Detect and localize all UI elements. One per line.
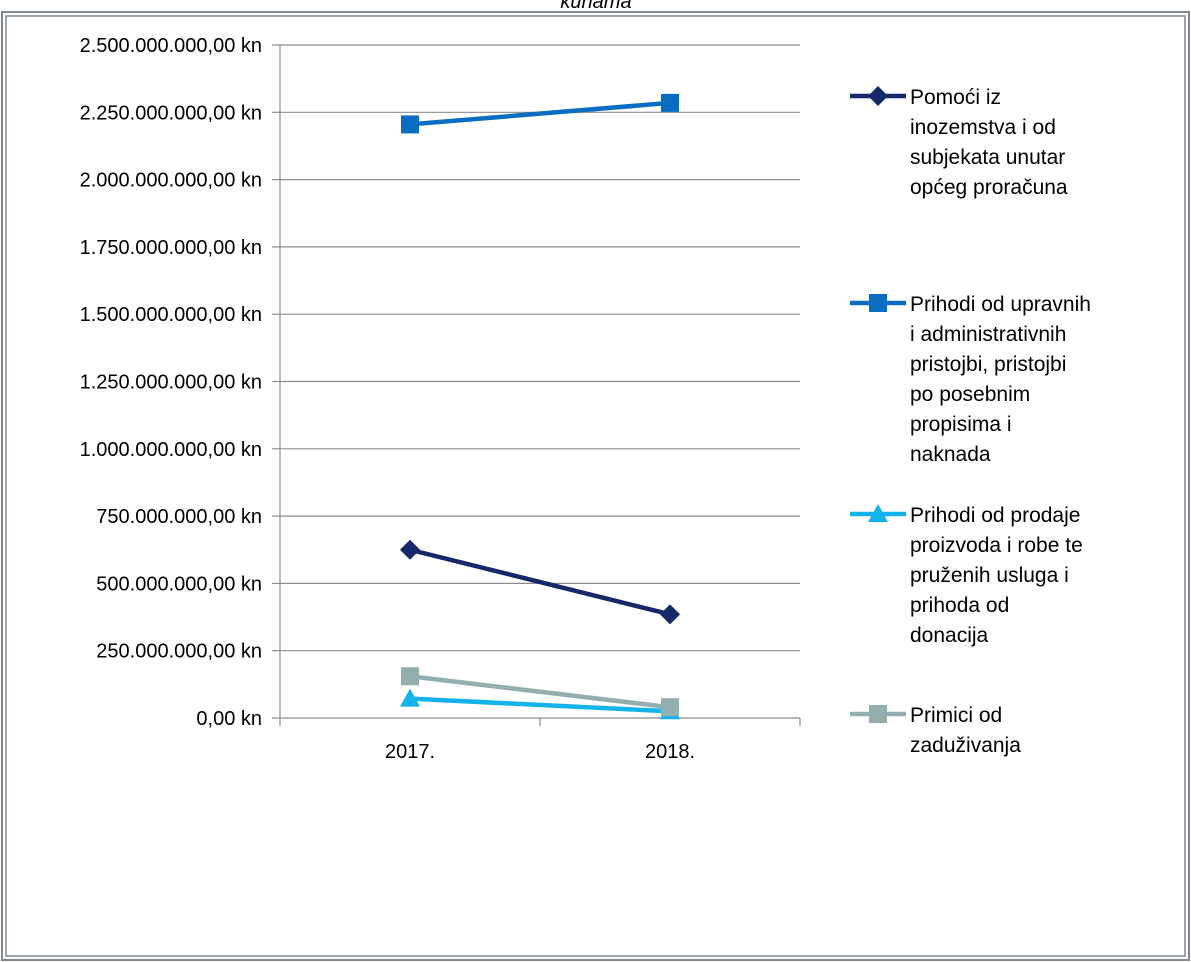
series-1	[400, 539, 680, 625]
series-group	[400, 93, 680, 720]
legend-swatch-marker	[869, 294, 887, 312]
x-axis-tick-labels: 2017. 2018.	[385, 741, 695, 763]
y-tick-label: 250.000.000,00 kn	[96, 641, 262, 663]
legend-entry-3: Prihodi od prodaje proizvoda i robe te pru…	[850, 504, 1083, 647]
y-tick-label: 1.250.000.000,00 kn	[80, 372, 262, 394]
axes	[272, 44, 801, 726]
x-tick-label: 2018.	[645, 741, 695, 763]
legend-label: Pomoći iz	[910, 86, 1001, 109]
legend-entry-1: Pomoći iz inozemstva i od subjekata unutar…	[850, 86, 1068, 199]
legend-label: Prihodi od prodaje	[910, 504, 1080, 527]
legend-label: subjekata unutar	[910, 146, 1065, 169]
y-tick-label: 2.500.000.000,00 kn	[80, 35, 262, 57]
legend-label: propisima i	[910, 413, 1012, 436]
legend-label: Prihodi od upravnih	[910, 293, 1091, 316]
y-tick-label: 2.250.000.000,00 kn	[80, 102, 262, 124]
legend-label: Primici od	[910, 704, 1002, 727]
data-point	[661, 698, 679, 717]
series-line	[409, 547, 671, 617]
series-4	[401, 667, 679, 717]
data-point	[401, 667, 419, 686]
chart-title: kunama	[560, 0, 631, 13]
legend-label: pruženih usluga i	[910, 564, 1069, 587]
legend-label: prihoda od	[910, 594, 1009, 617]
legend-swatch-marker	[869, 705, 887, 723]
x-tick-label: 2017.	[385, 741, 435, 763]
data-point	[661, 93, 679, 112]
y-tick-label: 1.750.000.000,00 kn	[80, 237, 262, 259]
y-tick-label: 750.000.000,00 kn	[96, 506, 262, 528]
legend: Pomoći iz inozemstva i od subjekata unutar…	[850, 86, 1091, 757]
legend-label: pristojbi, pristojbi	[910, 353, 1066, 376]
legend-label: donacija	[910, 624, 989, 647]
y-axis-tick-labels: 0,00 kn 250.000.000,00 kn 500.000.000,00 k…	[80, 35, 262, 730]
gridlines	[280, 44, 800, 652]
legend-label: zaduživanja	[910, 734, 1021, 757]
series-line	[409, 674, 671, 710]
legend-label: proizvoda i robe te	[910, 534, 1083, 557]
series-line	[409, 696, 671, 714]
data-point	[660, 604, 680, 625]
legend-label: i administrativnih	[910, 323, 1066, 346]
data-point	[400, 539, 420, 560]
legend-swatch-marker	[868, 504, 888, 522]
y-tick-label: 1.500.000.000,00 kn	[80, 304, 262, 326]
y-tick-label: 0,00 kn	[196, 708, 262, 730]
legend-entry-4: Primici od zaduživanja	[850, 704, 1021, 757]
series-line	[409, 100, 671, 127]
legend-entry-2: Prihodi od upravnih i administrativnih pri…	[850, 293, 1091, 466]
legend-label: inozemstva i od	[910, 116, 1056, 139]
y-tick-label: 1.000.000.000,00 kn	[80, 439, 262, 461]
legend-label: naknada	[910, 443, 991, 466]
chart-border-outer	[1, 11, 1190, 961]
legend-swatch-marker	[868, 86, 888, 106]
chart-border-inner	[5, 15, 1186, 957]
data-point	[400, 688, 420, 707]
y-tick-label: 500.000.000,00 kn	[96, 573, 262, 595]
legend-label: po posebnim	[910, 383, 1030, 406]
data-point	[401, 115, 419, 134]
series-2	[401, 93, 679, 134]
legend-label: općeg proračuna	[910, 176, 1068, 199]
y-tick-label: 2.000.000.000,00 kn	[80, 170, 262, 192]
